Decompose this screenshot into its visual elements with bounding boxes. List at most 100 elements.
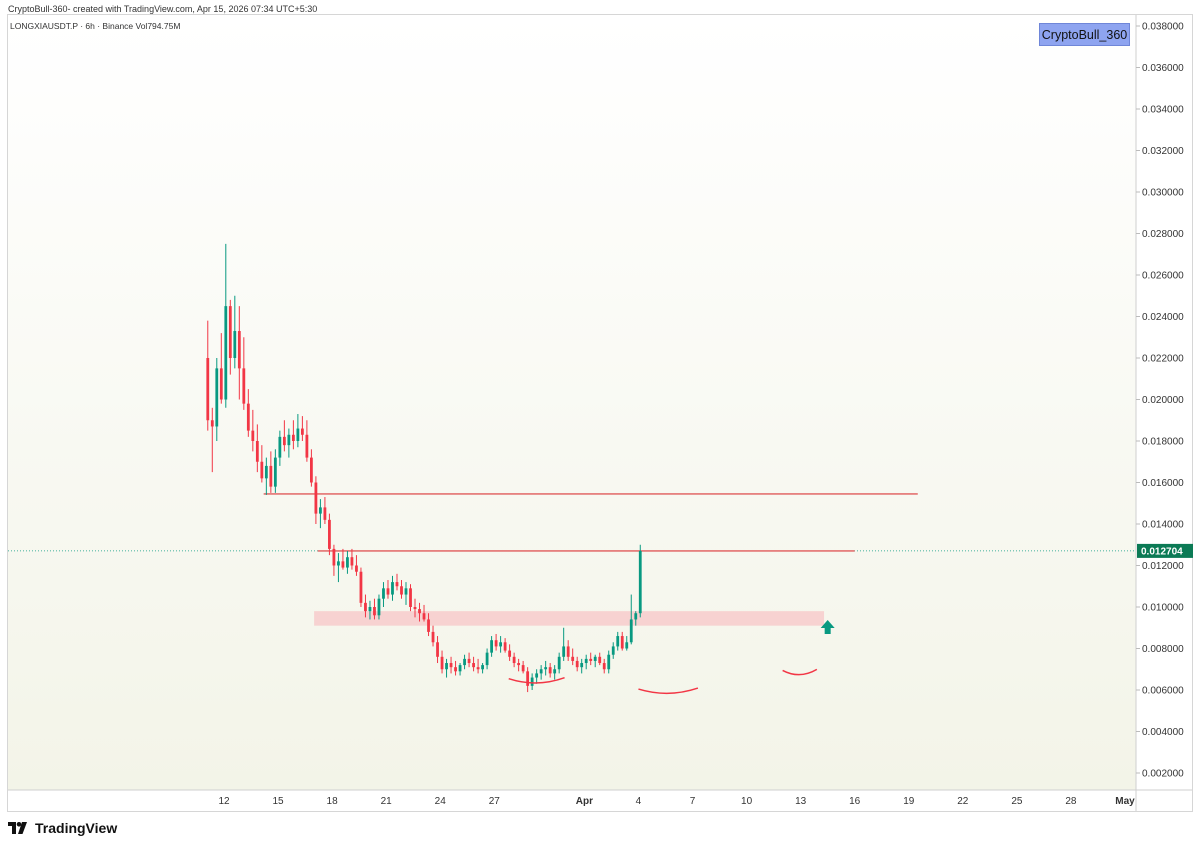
- candle-body: [314, 482, 318, 514]
- x-tick-label: May: [1115, 796, 1135, 807]
- x-tick-label: 16: [849, 796, 861, 807]
- candle-body: [219, 368, 223, 400]
- x-tick-label: 22: [957, 796, 969, 807]
- candle-body: [539, 669, 543, 674]
- y-tick-label: 0.016000: [1142, 478, 1184, 489]
- y-tick-label: 0.026000: [1142, 271, 1184, 282]
- current-price-tag: [1137, 543, 1193, 558]
- candle-body: [400, 586, 403, 595]
- candle-body: [598, 656, 602, 664]
- candle-body: [355, 565, 358, 572]
- candle-body: [589, 658, 593, 661]
- candle-body: [521, 665, 525, 672]
- x-tick-label: 10: [741, 796, 753, 807]
- y-tick-label: 0.022000: [1142, 354, 1184, 365]
- candle-body: [427, 619, 430, 632]
- x-tick-label: Apr: [576, 796, 593, 807]
- x-tick-label: 7: [690, 796, 696, 807]
- y-tick-label: 0.006000: [1142, 686, 1184, 697]
- candle-body: [291, 434, 295, 441]
- support-zone: [314, 611, 825, 626]
- x-tick-label: 25: [1011, 796, 1023, 807]
- symbol-legend[interactable]: LONGXIAUSDT.P · 6h · Binance Vol794.75M: [10, 21, 181, 31]
- tradingview-logo[interactable]: TradingView: [8, 820, 117, 836]
- candle-body: [364, 602, 367, 612]
- candle-body: [562, 646, 566, 657]
- candle-body: [499, 642, 503, 647]
- candle-body: [472, 663, 475, 668]
- candle-body: [436, 642, 439, 657]
- y-tick-label: 0.002000: [1142, 769, 1184, 780]
- candle-body: [526, 671, 530, 686]
- candle-body: [359, 571, 363, 603]
- candle-body: [296, 428, 300, 441]
- x-tick-label: 28: [1065, 796, 1077, 807]
- x-tick-label: 18: [327, 796, 339, 807]
- x-tick-label: 4: [636, 796, 642, 807]
- y-tick-label: 0.034000: [1142, 105, 1184, 116]
- candle-body: [571, 656, 575, 661]
- candle-body: [260, 461, 264, 479]
- x-tick-label: 12: [218, 796, 230, 807]
- candle-body: [341, 561, 345, 568]
- candle-body: [449, 663, 453, 668]
- y-tick-label: 0.030000: [1142, 188, 1184, 199]
- tradingview-logo-icon: [8, 822, 27, 834]
- y-tick-label: 0.024000: [1142, 312, 1184, 323]
- x-tick-label: 27: [489, 796, 501, 807]
- candle-body: [553, 669, 557, 674]
- candle-body: [237, 331, 241, 369]
- candle-body: [377, 598, 381, 616]
- y-tick-label: 0.010000: [1142, 603, 1184, 614]
- candle-body: [391, 582, 394, 595]
- y-tick-label: 0.028000: [1142, 229, 1184, 240]
- candle-body: [269, 465, 273, 487]
- candle-body: [625, 642, 629, 649]
- candle-body: [373, 607, 376, 616]
- rounding-bottom-arc: [782, 668, 818, 676]
- candle-body: [323, 507, 327, 520]
- candle-body: [638, 550, 642, 614]
- candle-body: [593, 656, 597, 661]
- x-tick-label: 13: [795, 796, 807, 807]
- y-tick-label: 0.032000: [1142, 146, 1184, 157]
- candle-body: [616, 636, 620, 647]
- candle-body: [620, 636, 624, 649]
- candle-body: [242, 368, 246, 404]
- candle-body: [463, 658, 466, 666]
- candle-body: [206, 358, 210, 421]
- x-tick-label: 24: [435, 796, 447, 807]
- candle-body: [634, 613, 638, 620]
- candle-body: [300, 428, 304, 435]
- candle-body: [557, 656, 561, 670]
- candle-body: [395, 582, 399, 587]
- candle-body: [431, 631, 435, 643]
- candle-body: [332, 548, 336, 566]
- y-tick-label: 0.038000: [1142, 22, 1184, 33]
- candle-body: [602, 663, 606, 670]
- candle-body: [494, 640, 498, 647]
- candle-body: [584, 658, 588, 664]
- candle-body: [233, 331, 237, 358]
- y-tick-label: 0.004000: [1142, 727, 1184, 738]
- candle-body: [409, 588, 412, 607]
- candle-body: [580, 663, 584, 668]
- candle-body: [530, 677, 534, 686]
- candle-body: [481, 665, 484, 670]
- candle-body: [575, 660, 579, 668]
- y-tick-label: 0.012000: [1142, 561, 1184, 572]
- candle-body: [548, 667, 552, 674]
- candle-body: [503, 642, 507, 651]
- candle-body: [607, 654, 611, 670]
- candle-body: [404, 588, 408, 595]
- candle-body: [566, 646, 570, 657]
- candle-body: [611, 646, 615, 655]
- candle-body: [490, 640, 493, 653]
- candle-body: [319, 507, 322, 514]
- candle-body: [413, 607, 417, 610]
- candle-body: [418, 609, 421, 614]
- y-tick-label: 0.018000: [1142, 437, 1184, 448]
- candle-body: [476, 667, 480, 670]
- tradingview-brand: TradingView: [35, 820, 118, 836]
